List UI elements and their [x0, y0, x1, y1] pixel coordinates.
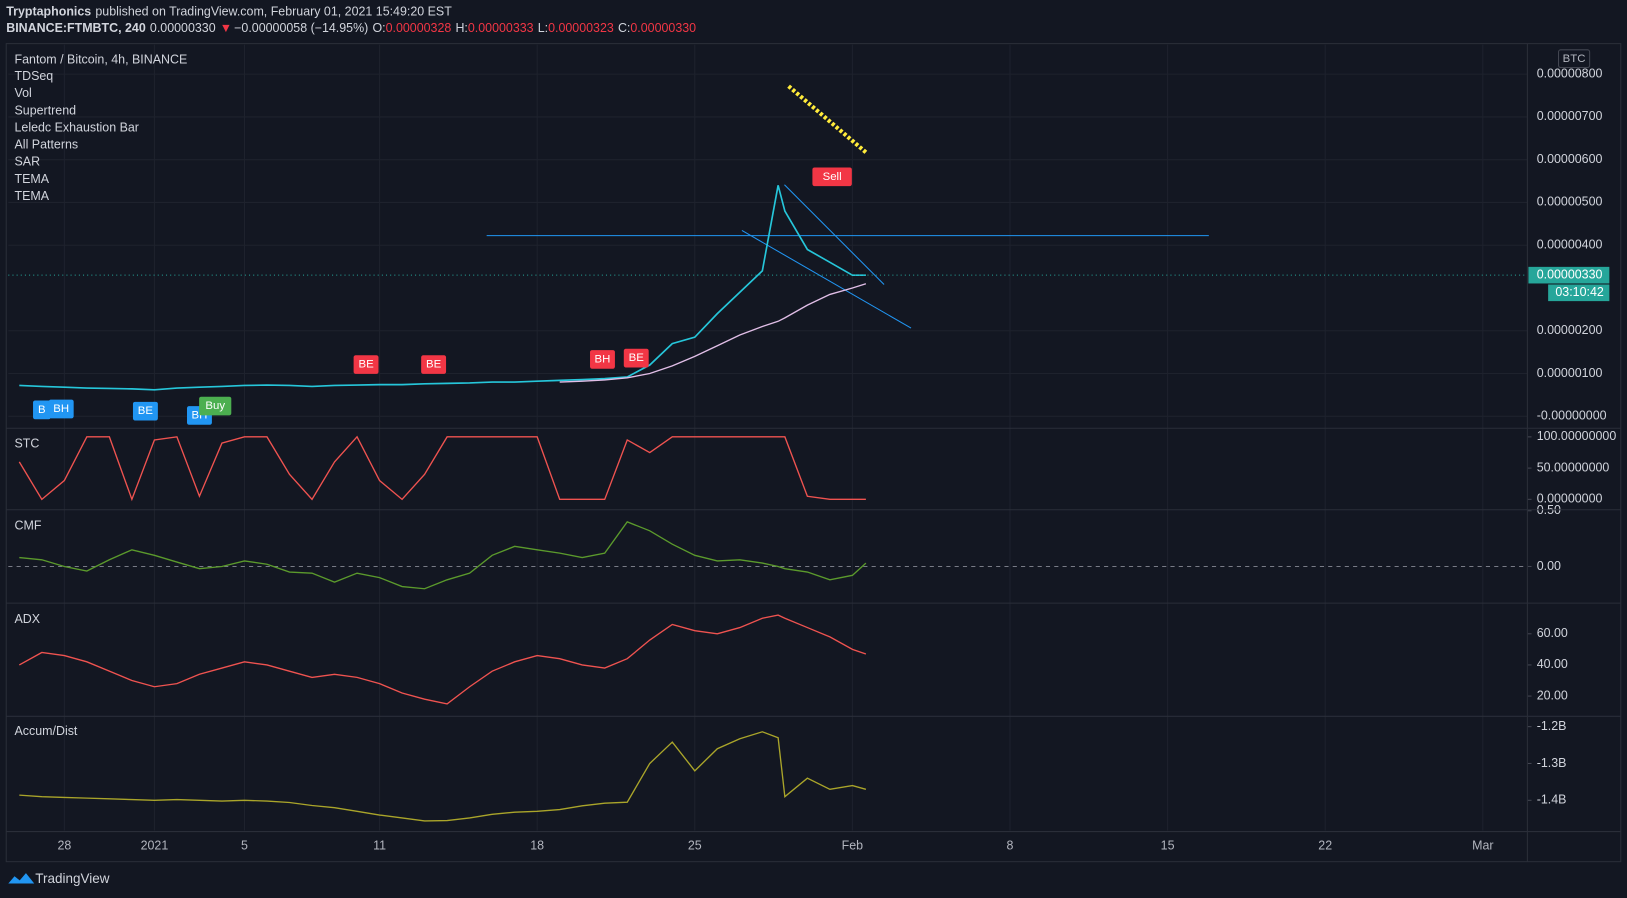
plot-layer: 28 2021 5 11 18 25 Feb 8 15 22 Mar Fantom / Bitcoin… [8, 52, 1616, 852]
header-line-1: Tryptaphonics published on TradingView.co… [6, 5, 452, 19]
trend-line [784, 184, 885, 285]
x-tick-label: 5 [241, 838, 248, 852]
ohlc-value: 0.00000333 [468, 21, 534, 35]
ohlc-value: 0.00000330 [630, 21, 696, 35]
marker-box [812, 167, 852, 187]
brand-logo [8, 873, 35, 884]
header-line-2: BINANCE:FTMBTC, 240 0.00000330 ▼ −0.0000005… [6, 21, 696, 35]
marker-box [33, 400, 51, 420]
brand: TradingView [35, 871, 109, 886]
currency: BTC [1563, 53, 1586, 65]
marker-label: BE [358, 359, 374, 371]
y-tick-label: -0.00000000 [1537, 409, 1607, 423]
marker-box [623, 348, 649, 368]
marker-label: BE [138, 405, 154, 417]
ohlc-label: L: [538, 21, 548, 35]
sar-dots [787, 84, 869, 156]
symbol: BINANCE:FTMBTC, 240 [6, 21, 146, 35]
marker-box [199, 396, 232, 416]
countdown-box [1548, 284, 1610, 302]
y-tick-label: 100.00000000 [1537, 429, 1617, 443]
indicator-name: TEMA [15, 172, 50, 186]
change: −0.00000058 (−14.95%) [234, 21, 368, 35]
ohlc-value: 0.00000328 [386, 21, 452, 35]
ohlc-label: O: [372, 21, 385, 35]
y-tick-label: -1.4B [1537, 793, 1567, 807]
trend-line [741, 230, 912, 329]
y-tick-label: 0.00000200 [1537, 323, 1603, 337]
last-price-label: 0.00000330 [1537, 267, 1603, 281]
marker-label: B [38, 404, 46, 416]
marker-label: BH [53, 403, 69, 415]
grid-layer [8, 44, 1532, 831]
series-line [19, 521, 867, 590]
indicator-name: Supertrend [15, 103, 77, 117]
marker-box [132, 401, 158, 421]
x-tick-label: Feb [842, 838, 864, 852]
chart-frame [5, 43, 1622, 863]
change-arrow: ▼ [220, 21, 232, 35]
y-tick-label: 0.00000400 [1537, 238, 1603, 252]
y-tick-label: 50.00000000 [1537, 460, 1610, 474]
ohlc-label: H: [455, 21, 467, 35]
countdown: 03:10:42 [1555, 285, 1603, 299]
pane-title: Fantom / Bitcoin, 4h, BINANCE [15, 52, 188, 66]
y-tick-label: 0.00000800 [1537, 66, 1603, 80]
pane-title: STC [15, 437, 40, 451]
marker-label: BE [629, 352, 645, 364]
y-tick-label: 20.00 [1537, 688, 1568, 702]
published: published on TradingView.com, February 0… [95, 5, 452, 19]
ohlc-label: C: [618, 21, 630, 35]
currency-badge [1557, 49, 1591, 68]
x-tick-label: 18 [530, 838, 544, 852]
y-tick-label: 0.00000100 [1537, 366, 1603, 380]
y-tick-label: -1.2B [1537, 719, 1567, 733]
indicator-name: SAR [15, 155, 41, 169]
marker-label: BH [595, 353, 611, 365]
series-line [559, 283, 867, 383]
indicator-name: All Patterns [15, 138, 79, 152]
x-tick-label: Mar [1472, 838, 1493, 852]
pane-title: Accum/Dist [15, 724, 78, 738]
marker-label: Buy [205, 400, 225, 412]
x-tick-label: 11 [373, 838, 386, 852]
y-tick-label: 60.00 [1537, 626, 1568, 640]
y-tick-label: 0.00000000 [1537, 492, 1603, 506]
x-tick-label: 15 [1161, 838, 1175, 852]
y-tick-label: 0.00000600 [1537, 152, 1603, 166]
marker-box [421, 355, 447, 374]
series-line [18, 614, 867, 705]
x-tick-label: 8 [1007, 838, 1014, 852]
x-tick-label: 28 [57, 838, 71, 852]
x-tick-label: 22 [1318, 838, 1332, 852]
marker-box [590, 350, 615, 369]
y-tick-label: 0.00 [1537, 559, 1561, 573]
marker-box [48, 399, 74, 419]
series-line [18, 435, 866, 502]
marker-box [353, 355, 379, 374]
series-line [19, 185, 866, 391]
y-tick-label: -1.3B [1537, 756, 1567, 770]
last-price: 0.00000330 [150, 21, 216, 35]
y-tick-label: 40.00 [1537, 657, 1568, 671]
y-tick-label: 0.00000700 [1537, 109, 1603, 123]
last-price-box [1528, 266, 1610, 284]
series-line [19, 731, 867, 822]
ohlc-value: 0.00000323 [548, 21, 614, 35]
indicator-name: TEMA [15, 189, 50, 203]
pane-title: ADX [15, 612, 41, 626]
pane-title: CMF [15, 519, 42, 533]
y-tick-label: 0.00000500 [1537, 195, 1603, 209]
marker-label: Sell [823, 171, 842, 183]
marker-label: BE [426, 359, 442, 371]
indicator-name: Vol [15, 86, 32, 100]
x-tick-label: 2021 [141, 838, 169, 852]
indicator-name: TDSeq [15, 69, 54, 83]
author: Tryptaphonics [6, 5, 91, 19]
indicator-name: Leledc Exhaustion Bar [15, 120, 139, 134]
x-tick-label: 25 [688, 838, 702, 852]
